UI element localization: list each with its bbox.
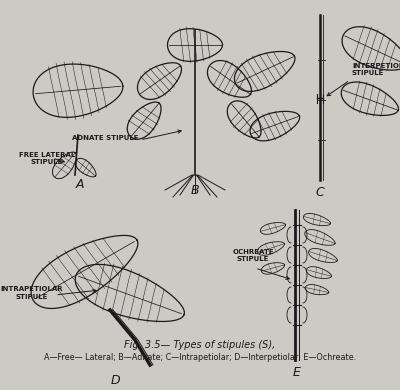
Polygon shape <box>208 60 252 97</box>
Polygon shape <box>75 158 96 177</box>
Polygon shape <box>75 264 184 321</box>
Polygon shape <box>305 230 335 245</box>
Text: ADNATE STIPULE: ADNATE STIPULE <box>72 135 139 141</box>
Polygon shape <box>52 152 76 179</box>
Polygon shape <box>308 248 337 262</box>
Text: FREE LATERAL
STIPULE: FREE LATERAL STIPULE <box>19 152 75 165</box>
Text: Fig. 3.5— Types of stipules (S),: Fig. 3.5— Types of stipules (S), <box>124 340 276 350</box>
Polygon shape <box>305 285 329 295</box>
Polygon shape <box>127 102 161 139</box>
Text: A: A <box>76 179 84 191</box>
Polygon shape <box>138 63 182 99</box>
Polygon shape <box>260 223 286 234</box>
Polygon shape <box>227 101 261 138</box>
Polygon shape <box>261 263 285 274</box>
Polygon shape <box>258 242 284 255</box>
Polygon shape <box>234 51 295 91</box>
Polygon shape <box>303 213 330 225</box>
Polygon shape <box>250 112 300 141</box>
Text: B: B <box>191 184 199 197</box>
Text: INTERPETIOLAR
STIPULE: INTERPETIOLAR STIPULE <box>352 62 400 76</box>
Polygon shape <box>31 236 138 308</box>
Text: C: C <box>316 186 324 199</box>
Text: E: E <box>293 365 301 379</box>
Polygon shape <box>168 29 222 61</box>
Text: A—Free— Lateral; B—Adnate; C—Intrapetiolar; D—Interpetiolar; E—Ochreate.: A—Free— Lateral; B—Adnate; C—Intrapetiol… <box>44 353 356 362</box>
Polygon shape <box>342 27 400 70</box>
Text: INTRAPETIOLAR
STIPULE: INTRAPETIOLAR STIPULE <box>1 286 63 300</box>
Polygon shape <box>341 82 398 115</box>
Text: D: D <box>110 374 120 386</box>
Polygon shape <box>306 267 332 278</box>
Polygon shape <box>33 64 123 117</box>
Text: OCHREATE
STIPULE: OCHREATE STIPULE <box>232 248 274 262</box>
